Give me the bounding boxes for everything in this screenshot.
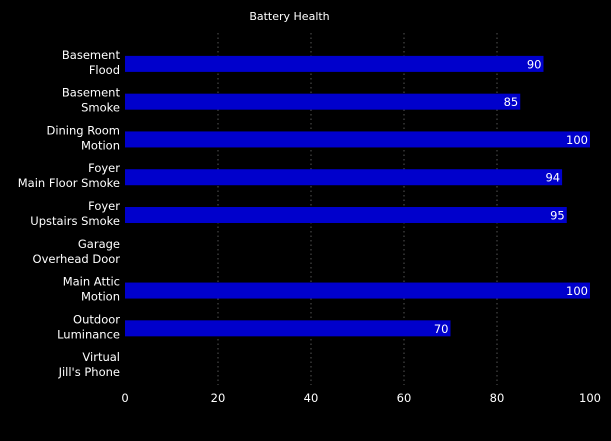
category-label-line: Basement	[62, 48, 121, 62]
category-label-line: Overhead Door	[33, 252, 121, 266]
x-tick-label: 40	[304, 391, 319, 405]
category-label: Dining Room Motion	[46, 123, 120, 152]
category-label: Basement Flood	[62, 48, 121, 77]
bar-data-label: 85	[504, 95, 519, 109]
category-label-line: Luminance	[57, 327, 120, 341]
bars: 90 85 100 94 95 100 70	[125, 55, 590, 337]
category-label-line: Motion	[81, 138, 120, 152]
category-label-line: Dining Room	[46, 123, 120, 137]
chart-title: Battery Health	[249, 10, 329, 23]
category-label: Foyer Upstairs Smoke	[30, 199, 120, 228]
category-label: Basement Smoke	[62, 86, 121, 115]
category-label-line: Motion	[81, 290, 120, 304]
bar-data-label: 94	[545, 171, 560, 185]
category-label-line: Virtual	[82, 350, 120, 364]
category-label-line: Jill's Phone	[58, 365, 120, 379]
bar-data-label: 100	[566, 133, 588, 147]
bar	[125, 207, 567, 223]
category-label-line: Foyer	[88, 161, 120, 175]
category-label: Garage Overhead Door	[33, 237, 121, 266]
bar	[125, 55, 544, 72]
x-tick-label: 20	[211, 391, 226, 405]
category-label-line: Outdoor	[73, 312, 120, 326]
bar	[125, 320, 451, 337]
bar-data-label: 90	[527, 57, 542, 71]
bar-data-label: 95	[550, 209, 565, 223]
category-label-line: Flood	[89, 63, 120, 77]
category-label: Outdoor Luminance	[57, 312, 120, 341]
category-label-line: Upstairs Smoke	[30, 214, 120, 228]
bar	[125, 131, 590, 148]
x-tick-label: 60	[397, 391, 412, 405]
x-axis-ticks: 0 20 40 60 80 100	[121, 391, 601, 405]
category-label-line: Foyer	[88, 199, 120, 213]
category-label-line: Basement	[62, 86, 121, 100]
category-label: Foyer Main Floor Smoke	[18, 161, 121, 190]
bar-data-label: 70	[434, 322, 449, 336]
category-label-line: Main Attic	[63, 275, 120, 289]
bar-data-label: 100	[566, 284, 588, 298]
bar	[125, 169, 563, 186]
category-label-line: Garage	[78, 237, 120, 251]
category-label: Main Attic Motion	[63, 275, 120, 304]
x-tick-label: 100	[579, 391, 601, 405]
category-label-line: Main Floor Smoke	[18, 176, 120, 190]
category-label-line: Smoke	[81, 101, 120, 115]
bar	[125, 93, 521, 110]
category-label: Virtual Jill's Phone	[58, 350, 120, 379]
bar	[125, 282, 590, 299]
x-tick-label: 0	[121, 391, 128, 405]
x-tick-label: 80	[490, 391, 505, 405]
